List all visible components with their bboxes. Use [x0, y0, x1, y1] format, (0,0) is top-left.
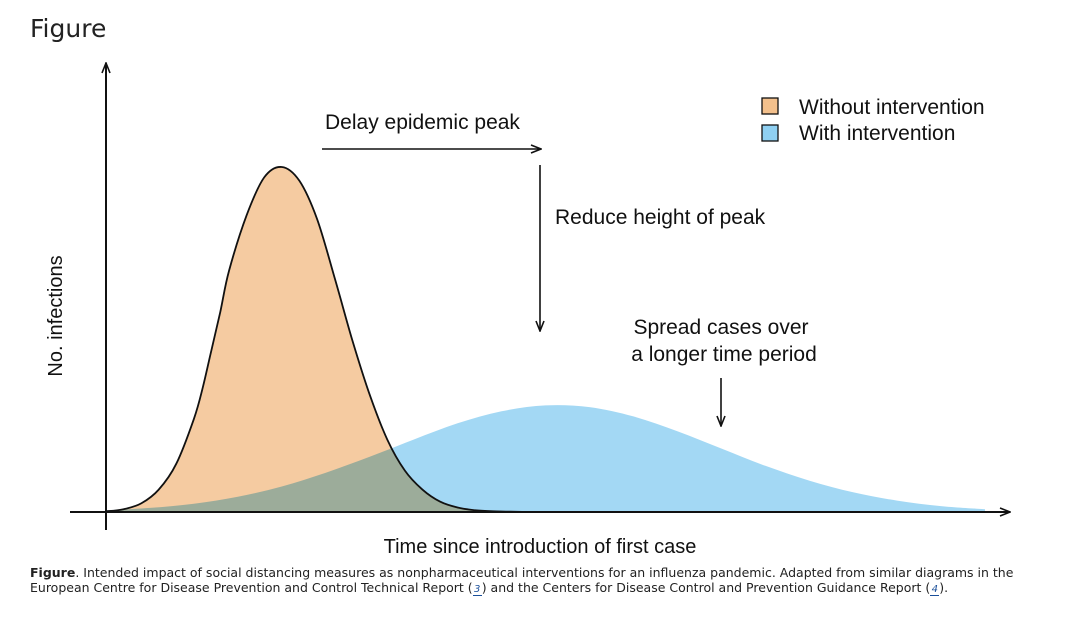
reference-link-3[interactable]: 3	[472, 584, 482, 596]
legend: Without intervention With intervention	[761, 96, 985, 145]
legend-swatch-with	[761, 124, 779, 142]
legend-swatch-without	[761, 97, 779, 115]
curves-layer	[105, 166, 985, 513]
annotation-spread-line1: Spread cases over	[633, 316, 808, 339]
caption-text-1: . Intended impact of social distancing m…	[30, 565, 1014, 595]
caption-bold-label: Figure	[30, 565, 76, 580]
figure-heading: Figure	[30, 14, 107, 43]
legend-label-with: With intervention	[799, 122, 955, 145]
y-axis-label: No. infections	[45, 255, 67, 376]
caption-text-3: ).	[939, 580, 949, 595]
line-without-intervention	[105, 166, 546, 513]
area-without-intervention	[106, 166, 546, 513]
x-axis-label: Time since introduction of first case	[384, 536, 697, 558]
area-with-intervention	[106, 405, 985, 512]
annotation-delay-peak: Delay epidemic peak	[325, 111, 520, 134]
flatten-curve-chart: Time since introduction of first case No…	[45, 0, 1083, 558]
annotation-reduce-height: Reduce height of peak	[555, 206, 766, 229]
caption-text-2: ) and the Centers for Disease Control an…	[481, 580, 931, 595]
figure-caption: Figure. Intended impact of social distan…	[30, 565, 1070, 596]
annotation-spread-line2: a longer time period	[631, 343, 817, 366]
legend-label-without: Without intervention	[799, 96, 985, 119]
reference-link-4[interactable]: 4	[930, 584, 940, 596]
